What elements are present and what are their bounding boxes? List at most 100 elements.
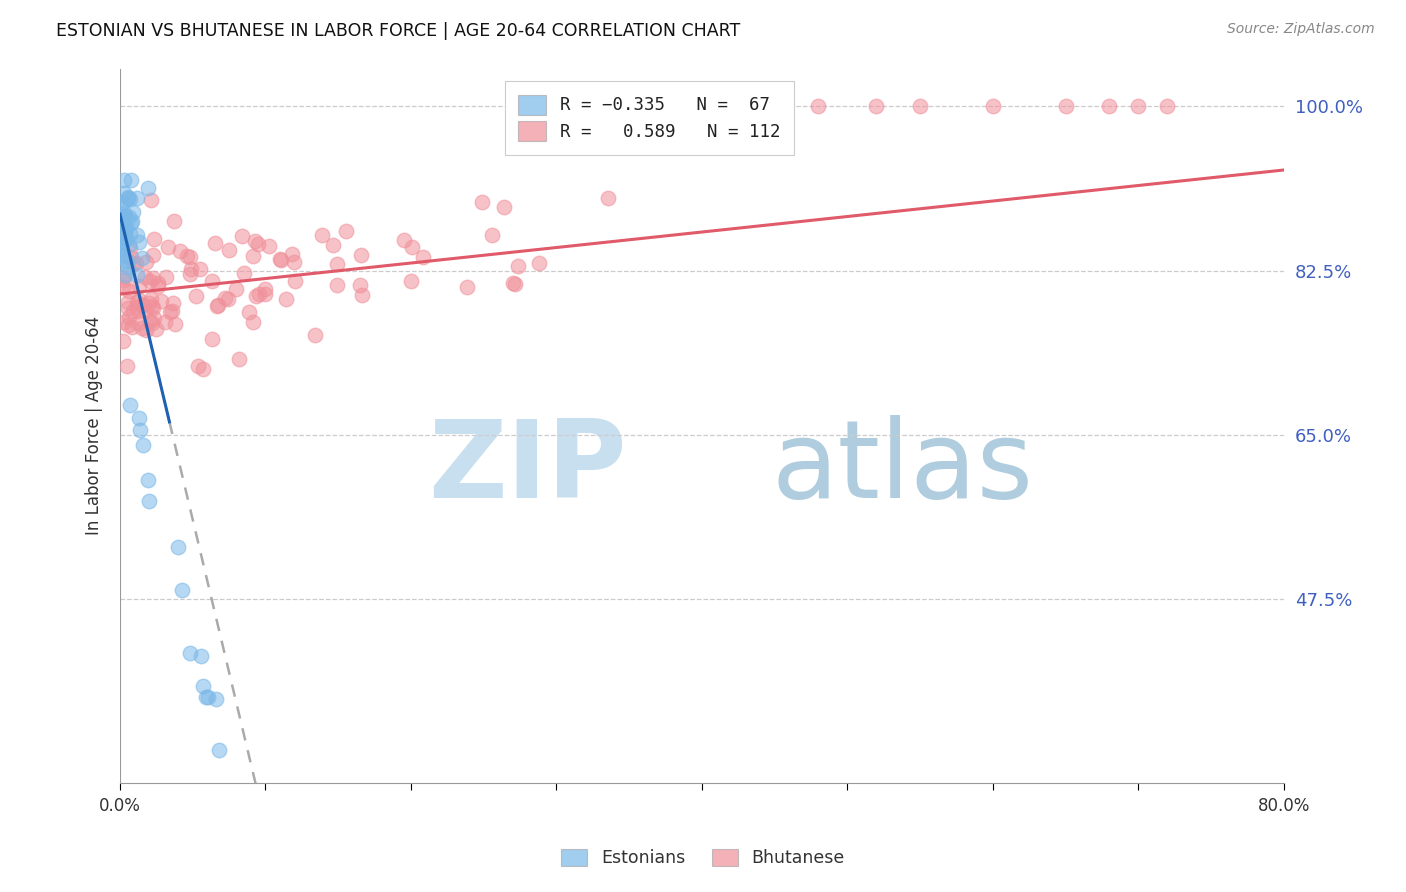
Point xyxy=(139,274,162,288)
Point xyxy=(283,254,305,268)
Point xyxy=(218,243,240,257)
Point xyxy=(231,228,253,243)
Point xyxy=(146,276,169,290)
Point xyxy=(163,213,186,227)
Point xyxy=(208,743,231,757)
Point xyxy=(159,304,181,318)
Point xyxy=(111,279,134,293)
Point xyxy=(194,690,217,705)
Point xyxy=(492,200,515,214)
Legend: Estonians, Bhutanese: Estonians, Bhutanese xyxy=(554,842,852,874)
Point xyxy=(136,181,159,195)
Point xyxy=(225,282,247,296)
Point xyxy=(125,301,148,315)
Point xyxy=(120,173,142,187)
Point xyxy=(110,233,132,247)
Point xyxy=(807,99,830,113)
Point xyxy=(139,292,162,306)
Point xyxy=(121,214,143,228)
Point xyxy=(112,230,135,244)
Point xyxy=(118,241,141,255)
Point xyxy=(506,259,529,273)
Point xyxy=(326,277,349,292)
Point xyxy=(117,318,139,333)
Point xyxy=(153,315,176,329)
Point xyxy=(111,334,134,348)
Point xyxy=(165,318,187,332)
Point xyxy=(141,316,163,330)
Point xyxy=(121,320,143,334)
Point xyxy=(115,230,138,244)
Point xyxy=(242,249,264,263)
Point xyxy=(112,316,135,330)
Point xyxy=(134,269,156,284)
Point xyxy=(401,240,423,254)
Point xyxy=(197,690,219,705)
Point xyxy=(114,231,136,245)
Point xyxy=(190,262,212,277)
Point xyxy=(201,274,224,288)
Point xyxy=(117,295,139,310)
Point xyxy=(112,173,135,187)
Point xyxy=(112,211,135,225)
Point xyxy=(179,267,201,281)
Point xyxy=(117,190,139,204)
Point xyxy=(118,284,141,298)
Point xyxy=(112,195,135,210)
Point xyxy=(335,224,357,238)
Point xyxy=(207,298,229,312)
Point xyxy=(115,254,138,268)
Point xyxy=(247,287,270,301)
Point xyxy=(204,236,226,251)
Point xyxy=(138,296,160,310)
Point xyxy=(131,320,153,334)
Point xyxy=(141,299,163,313)
Point xyxy=(110,198,132,212)
Point xyxy=(527,256,550,270)
Point xyxy=(350,248,373,262)
Point xyxy=(180,261,202,276)
Point xyxy=(135,254,157,268)
Point xyxy=(125,256,148,270)
Point xyxy=(112,273,135,287)
Point xyxy=(114,223,136,237)
Point xyxy=(456,280,478,294)
Point xyxy=(1128,99,1150,113)
Point xyxy=(187,359,209,373)
Point xyxy=(118,210,141,224)
Point xyxy=(322,238,344,252)
Point xyxy=(114,213,136,227)
Point xyxy=(114,233,136,247)
Point xyxy=(118,238,141,252)
Point xyxy=(162,296,184,310)
Point xyxy=(111,269,134,284)
Point xyxy=(120,192,142,206)
Point xyxy=(228,352,250,367)
Point xyxy=(205,299,228,313)
Point xyxy=(127,227,149,242)
Point xyxy=(502,276,524,290)
Point xyxy=(143,232,166,246)
Point xyxy=(981,99,1004,113)
Text: ZIP: ZIP xyxy=(427,416,626,522)
Point xyxy=(117,260,139,274)
Point xyxy=(112,186,135,200)
Point xyxy=(111,235,134,249)
Point xyxy=(146,279,169,293)
Point xyxy=(243,235,266,249)
Point xyxy=(238,305,260,319)
Point xyxy=(284,274,307,288)
Text: atlas: atlas xyxy=(772,416,1033,522)
Point xyxy=(138,314,160,328)
Point xyxy=(110,242,132,256)
Point xyxy=(111,218,134,232)
Point xyxy=(128,423,150,437)
Point xyxy=(128,235,150,249)
Point xyxy=(112,228,135,243)
Point xyxy=(111,228,134,243)
Point xyxy=(110,247,132,261)
Point xyxy=(118,310,141,324)
Point xyxy=(394,233,416,247)
Point xyxy=(325,257,347,271)
Point xyxy=(481,228,503,243)
